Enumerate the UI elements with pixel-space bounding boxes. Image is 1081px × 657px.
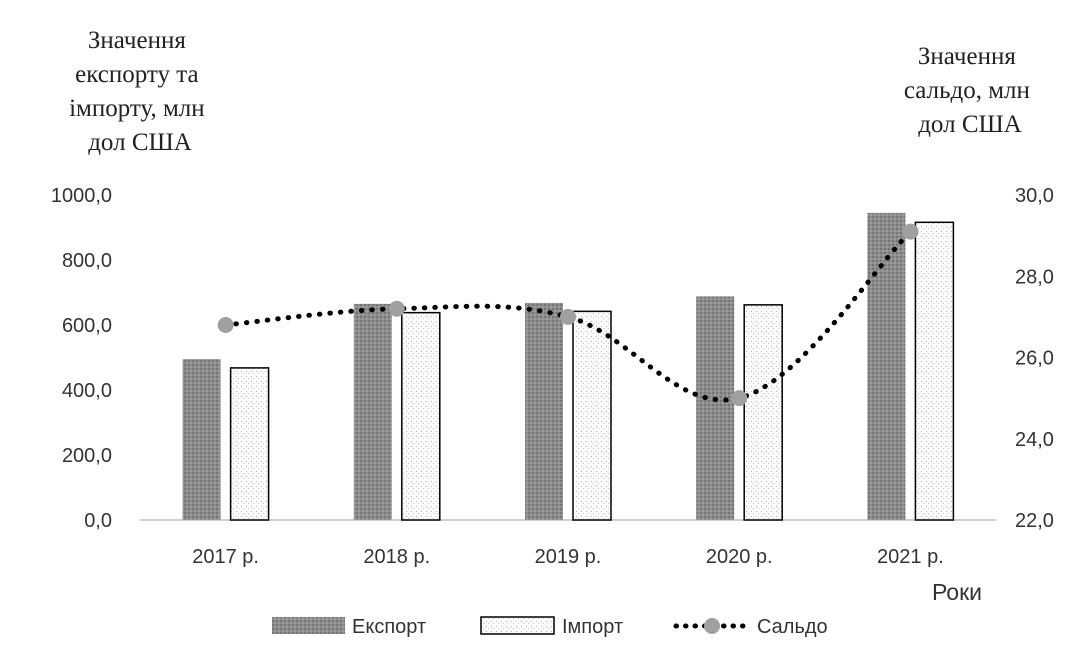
y-left-tick-label: 200,0 xyxy=(62,445,112,467)
y-left-ticks: 0,0 200,0 400,0 600,0 800,0 1000,0 xyxy=(51,185,112,532)
y-left-tick-label: 0,0 xyxy=(84,510,112,532)
x-category-labels: 2017 р. 2018 р. 2019 р. 2020 р. 2021 р. xyxy=(192,546,944,568)
y-right-tick-label: 28,0 xyxy=(1015,266,1054,288)
bar-import xyxy=(572,310,612,521)
bar-export xyxy=(353,303,392,520)
bar-import xyxy=(914,221,955,521)
bar-export xyxy=(182,359,221,520)
y-left-tick-label: 600,0 xyxy=(62,315,112,337)
y-right-tick-label: 30,0 xyxy=(1015,185,1054,207)
saldo-point xyxy=(388,300,405,317)
bar-import xyxy=(229,367,270,521)
legend-saldo-marker xyxy=(704,618,720,634)
legend-import-label: Імпорт xyxy=(562,616,623,638)
y-left-title: Значення експорту та імпорту, млн дол СШ… xyxy=(69,27,211,156)
y-right-tick-label: 24,0 xyxy=(1015,429,1054,451)
saldo-series xyxy=(217,223,919,407)
bar-export xyxy=(867,212,906,520)
x-axis-title: Роки xyxy=(932,579,982,605)
y-right-title: Значення сальдо, млн дол США xyxy=(904,43,1036,138)
legend-import-swatch xyxy=(480,616,555,635)
legend-export-swatch xyxy=(272,617,345,634)
legend-saldo-label: Сальдо xyxy=(757,616,828,638)
saldo-point xyxy=(902,223,919,240)
y-left-tick-label: 400,0 xyxy=(62,380,112,402)
x-category-label: 2020 р. xyxy=(706,546,773,568)
y-right-tick-label: 22,0 xyxy=(1015,510,1054,532)
x-category-label: 2019 р. xyxy=(535,546,602,568)
x-category-label: 2021 р. xyxy=(877,546,944,568)
legend: Експорт Імпорт Сальдо xyxy=(272,616,828,638)
y-right-tick-label: 26,0 xyxy=(1015,348,1054,370)
x-category-label: 2017 р. xyxy=(192,546,259,568)
bar-export xyxy=(696,296,735,520)
saldo-point xyxy=(560,308,576,325)
bar-import xyxy=(743,304,783,521)
bars-group xyxy=(182,212,955,521)
saldo-point xyxy=(217,317,234,333)
bar-import xyxy=(401,311,441,521)
y-left-tick-label: 1000,0 xyxy=(51,185,112,207)
saldo-point xyxy=(731,390,748,407)
y-left-tick-label: 800,0 xyxy=(62,250,112,272)
x-category-label: 2018 р. xyxy=(363,546,430,568)
bar-export xyxy=(525,302,563,520)
y-right-ticks: 22,0 24,0 26,0 28,0 30,0 xyxy=(1015,185,1054,532)
legend-export-label: Експорт xyxy=(352,616,426,638)
